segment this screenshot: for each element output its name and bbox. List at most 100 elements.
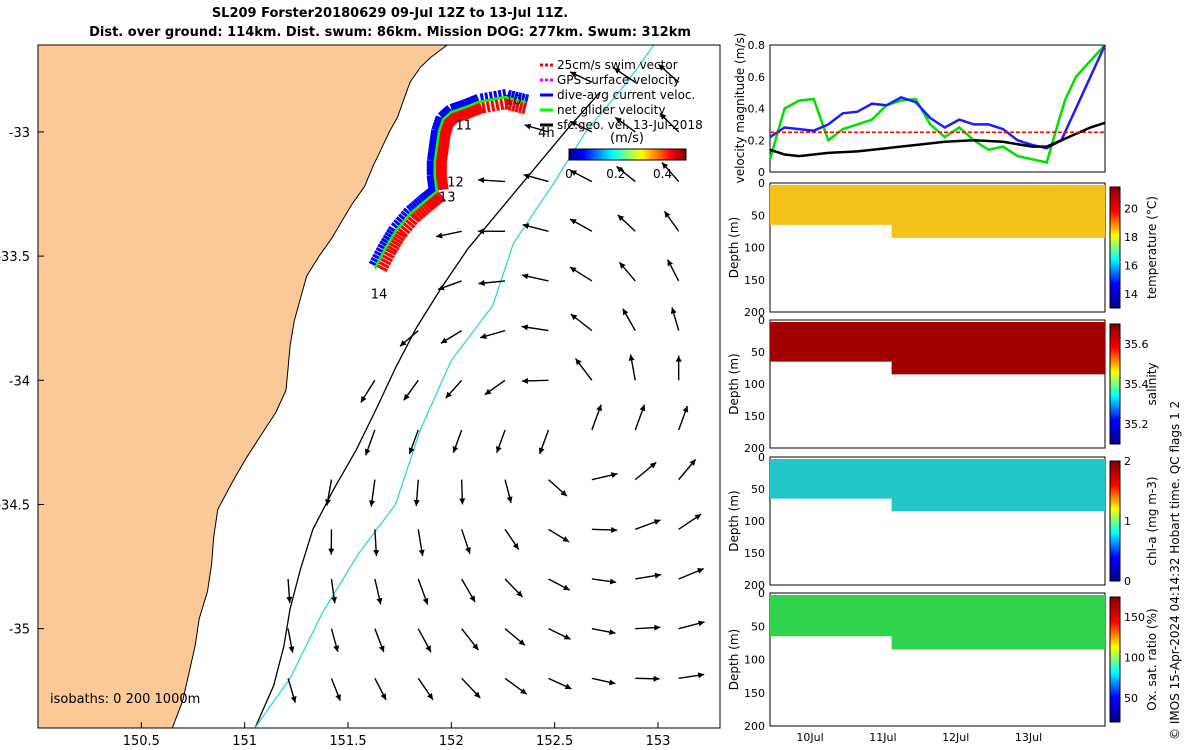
arrow-head	[658, 64, 665, 71]
arrow-head	[661, 162, 669, 169]
velocity-arrow	[373, 529, 380, 557]
vel-ytick-label: 0.2	[748, 134, 766, 147]
current-vector	[461, 99, 468, 108]
swim-vector	[437, 142, 450, 148]
arrow-head	[418, 549, 425, 557]
current-vector	[467, 96, 474, 106]
x-tick-label: 151.5	[329, 734, 366, 749]
current-vector	[372, 253, 381, 260]
swim-vector	[431, 193, 442, 206]
arrow-head	[649, 462, 657, 469]
colorbar-tick-label: 100	[1124, 651, 1145, 664]
arrow-head	[675, 355, 682, 362]
arrow-head	[484, 388, 492, 395]
velocity-arrow	[591, 677, 616, 686]
track-label: 12	[447, 176, 464, 191]
arrow-head	[520, 688, 527, 695]
velocity-arrow	[523, 173, 549, 183]
swim-vector	[387, 241, 400, 251]
current-vector	[428, 149, 437, 154]
current-vector	[456, 100, 463, 110]
current-vector	[432, 121, 442, 128]
depth-tick-label: 50	[751, 209, 765, 222]
vel-ylabel: velocity magnitude (m/s)	[733, 33, 747, 184]
swim-vector	[418, 204, 429, 216]
section-colorbar	[1109, 323, 1121, 445]
arrow-head	[697, 672, 705, 679]
colorbar-label: chl-a (mg m-3)	[1145, 476, 1159, 565]
arrow-head	[286, 596, 293, 603]
legend-entry: GPS surface velocity	[557, 73, 680, 87]
swim-vector	[435, 183, 449, 189]
swim-vector	[435, 155, 448, 160]
arrow-head	[369, 500, 375, 507]
current-vector	[422, 190, 430, 200]
chart-title: SL209 Forster20180629 09-Jul 12Z to 13-J…	[211, 6, 569, 21]
current-vector	[433, 119, 443, 126]
velocity-arrow	[374, 578, 383, 605]
current-vector	[386, 228, 395, 236]
swim-vector	[404, 218, 416, 229]
x-tick-label: 152	[439, 734, 464, 749]
swim-vector	[416, 206, 427, 218]
current-vector	[463, 98, 470, 107]
arrow-head	[628, 354, 635, 361]
current-vector	[484, 92, 489, 101]
swim-vector	[521, 101, 528, 115]
velocity-arrow	[521, 324, 549, 332]
arrow-head	[689, 459, 696, 466]
colorbar-label: (m/s)	[610, 131, 644, 146]
arrow-head	[328, 548, 335, 555]
arrow-head	[570, 170, 577, 176]
current-vector	[428, 144, 438, 149]
current-vector	[430, 129, 440, 134]
arrow-head	[523, 173, 531, 180]
current-vector	[370, 256, 380, 264]
swim-vector	[438, 135, 451, 141]
colorbar-tick-label: 150	[1124, 611, 1145, 624]
depth-tick-label: 200	[744, 720, 765, 733]
current-vector	[415, 196, 424, 205]
swim-vector	[381, 253, 394, 263]
current-vector	[428, 146, 437, 151]
arrow-head	[436, 232, 443, 239]
isobath-1000m	[254, 44, 655, 729]
velocity-arrow	[328, 529, 335, 555]
current-vector	[427, 154, 436, 159]
current-vector	[459, 99, 465, 109]
current-vector	[373, 250, 383, 257]
arrow-head	[569, 71, 577, 78]
velocity-arrow	[413, 479, 420, 507]
arrow-head	[616, 166, 624, 173]
arrow-head	[521, 324, 529, 331]
vel-ytick-label: 0.6	[748, 71, 766, 84]
current-vector	[428, 186, 436, 195]
arrow-head	[524, 123, 532, 130]
colorbar-tick-label: 50	[1124, 692, 1138, 705]
arrow-head	[653, 519, 661, 525]
current-vector	[517, 92, 523, 101]
swim-vector	[457, 109, 464, 122]
chart-subtitle: Dist. over ground: 114km. Dist. swum: 86…	[89, 25, 691, 40]
x-tick-label: 151	[232, 734, 257, 749]
velocity-arrow	[369, 479, 376, 507]
velocity-series-0	[768, 44, 1106, 164]
date-tick-label: 13Jul	[1015, 731, 1042, 744]
velocity-arrow	[478, 177, 506, 184]
velocity-arrow	[569, 218, 593, 232]
date-tick-label: 12Jul	[942, 731, 969, 744]
colorbar-tick-label: 35.6	[1124, 338, 1149, 351]
current-vector	[493, 90, 498, 100]
arrow-head	[622, 308, 629, 316]
velocity-arrow	[522, 223, 549, 232]
velocity-arrow	[570, 120, 593, 133]
current-vector	[473, 94, 480, 103]
arrow-head	[380, 693, 387, 700]
arrow-head	[473, 691, 481, 699]
current-vector	[368, 260, 378, 267]
sfc-geo-arrows	[286, 63, 705, 703]
arrow-head	[478, 280, 485, 287]
depth-ylabel: Depth (m)	[727, 353, 741, 414]
current-vector	[427, 180, 436, 185]
arrow-head	[654, 624, 661, 631]
